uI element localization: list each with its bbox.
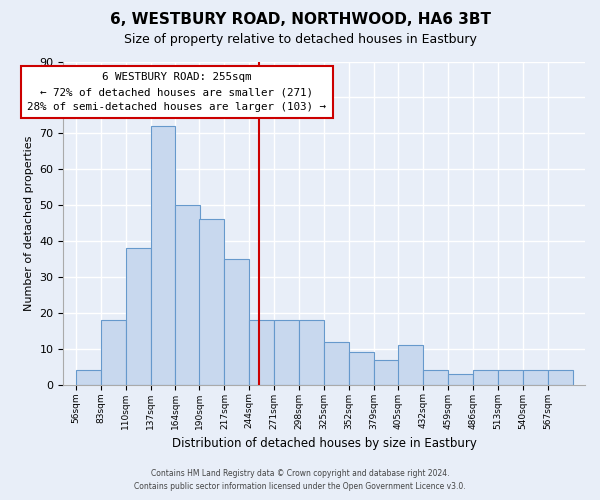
Bar: [374, 360, 399, 384]
Bar: [175, 205, 200, 384]
Bar: [349, 352, 374, 384]
Bar: [548, 370, 572, 384]
Y-axis label: Number of detached properties: Number of detached properties: [24, 136, 34, 311]
Bar: [199, 220, 224, 384]
Text: Contains HM Land Registry data © Crown copyright and database right 2024.
Contai: Contains HM Land Registry data © Crown c…: [134, 469, 466, 491]
Bar: [498, 370, 523, 384]
Bar: [76, 370, 101, 384]
Bar: [423, 370, 448, 384]
Bar: [398, 345, 423, 385]
Bar: [324, 342, 349, 384]
Text: 6 WESTBURY ROAD: 255sqm
← 72% of detached houses are smaller (271)
28% of semi-d: 6 WESTBURY ROAD: 255sqm ← 72% of detache…: [28, 72, 326, 112]
Bar: [224, 259, 250, 384]
Text: Size of property relative to detached houses in Eastbury: Size of property relative to detached ho…: [124, 32, 476, 46]
Bar: [101, 320, 125, 384]
Text: 6, WESTBURY ROAD, NORTHWOOD, HA6 3BT: 6, WESTBURY ROAD, NORTHWOOD, HA6 3BT: [110, 12, 491, 28]
Bar: [448, 374, 473, 384]
Bar: [250, 320, 274, 384]
X-axis label: Distribution of detached houses by size in Eastbury: Distribution of detached houses by size …: [172, 437, 476, 450]
Bar: [125, 248, 151, 384]
Bar: [523, 370, 548, 384]
Bar: [473, 370, 498, 384]
Bar: [151, 126, 175, 384]
Bar: [299, 320, 324, 384]
Bar: [274, 320, 299, 384]
